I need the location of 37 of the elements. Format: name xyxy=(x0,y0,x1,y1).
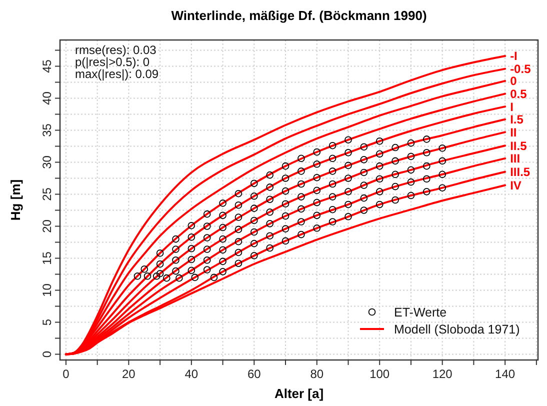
y-axis-title: Hg [m] xyxy=(8,179,23,221)
x-tick-label: 120 xyxy=(432,367,453,381)
series-label: I xyxy=(510,100,514,114)
y-tick-label: 45 xyxy=(40,59,54,73)
x-tick-label: 60 xyxy=(247,367,262,381)
y-tick-label: 25 xyxy=(40,187,54,201)
series-label: II xyxy=(510,125,517,140)
x-axis-title: Alter [a] xyxy=(274,386,324,401)
series-label: II.5 xyxy=(510,138,528,153)
y-tick-label: 20 xyxy=(40,219,54,233)
y-tick-label: 15 xyxy=(40,251,54,265)
x-tick-label: 40 xyxy=(184,367,198,381)
y-tick-label: 35 xyxy=(40,123,54,137)
chart-title: Winterlinde, mäßige Df. (Böckmann 1990) xyxy=(171,8,427,23)
y-tick-label: 0 xyxy=(40,350,54,358)
series-label: -I xyxy=(510,49,518,64)
x-tick-label: 140 xyxy=(495,367,516,381)
series-label: I.5 xyxy=(510,112,524,127)
series-label: IV xyxy=(510,178,522,192)
annotation: rmse(res): 0.03 xyxy=(75,43,157,57)
y-tick-label: 40 xyxy=(40,91,54,105)
series-label: 0.5 xyxy=(510,86,528,101)
x-tick-label: 100 xyxy=(370,367,390,381)
annotation: p(|res|>0.5): 0 xyxy=(75,55,150,69)
series-label: 0 xyxy=(510,74,518,88)
x-tick-label: 20 xyxy=(122,367,136,381)
y-tick-label: 10 xyxy=(40,283,54,297)
annotation: Modell (Sloboda 1971) xyxy=(394,322,520,336)
y-tick-label: 5 xyxy=(40,318,54,326)
y-tick-label: 30 xyxy=(40,155,54,169)
series-label: III xyxy=(510,152,520,166)
series-label: -0.5 xyxy=(510,62,532,76)
legend-label: ET-Werte xyxy=(394,305,447,320)
annotation: max(|res|): 0.09 xyxy=(75,67,159,81)
series-label: III.5 xyxy=(510,165,530,180)
x-tick-label: 80 xyxy=(310,367,324,381)
x-tick-label: 0 xyxy=(62,367,70,381)
